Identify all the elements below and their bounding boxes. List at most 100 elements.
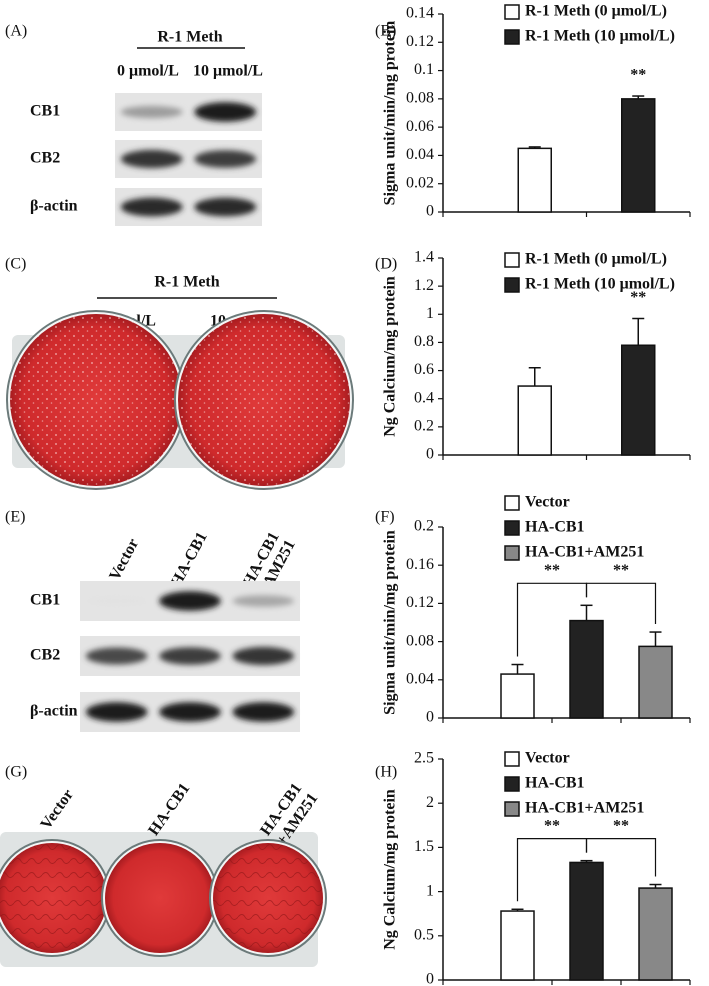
y-tick-label: 0.12	[406, 33, 434, 50]
panel-label: (E)	[5, 509, 25, 526]
y-tick-label: 1.4	[414, 249, 434, 266]
blot-band	[159, 591, 221, 611]
legend-swatch	[504, 252, 520, 268]
y-tick-label: 0.16	[406, 556, 434, 573]
lane-label: 0 μmol/L	[117, 63, 179, 80]
y-tick-label: 0.04	[406, 670, 434, 687]
blot-band	[194, 197, 257, 217]
y-tick-label: 0	[426, 709, 434, 726]
panel-label: (F)	[375, 509, 395, 526]
band-label: CB2	[30, 150, 60, 167]
bar	[517, 385, 552, 456]
y-tick-label: 0.6	[414, 361, 434, 378]
y-tick-label: 2.5	[414, 750, 434, 767]
legend-label: HA-CB1	[525, 775, 585, 792]
legend-label: R-1 Meth (10 μmol/L)	[525, 276, 675, 293]
well-label: Vector	[38, 786, 78, 832]
lane-label: HA-CB1	[168, 529, 211, 590]
y-tick-label: 0.04	[406, 146, 434, 163]
legend-swatch	[504, 776, 520, 792]
y-tick-label: 0.5	[414, 926, 434, 943]
band-label: β-actin	[30, 703, 78, 720]
y-tick-label: 0	[426, 446, 434, 463]
legend-swatch	[504, 801, 520, 817]
lane-label: Vector	[106, 536, 142, 583]
legend-swatch	[504, 277, 520, 293]
y-axis-label: Sigma unit/min/mg protein	[382, 21, 399, 206]
blot-band	[120, 197, 183, 217]
y-axis-label: Ng Calcium/mg protein	[382, 276, 399, 437]
significance-label: **	[630, 67, 646, 84]
y-tick-label: 0.4	[414, 389, 434, 406]
y-tick-label: 0.06	[406, 118, 434, 135]
legend-label: HA-CB1+AM251	[525, 544, 644, 561]
legend-label: R-1 Meth (0 μmol/L)	[525, 251, 667, 268]
panel-label: (B)	[375, 23, 396, 40]
blot-band	[85, 702, 148, 722]
significance-label: **	[544, 817, 560, 834]
band-label: CB1	[30, 103, 60, 120]
bar	[500, 910, 535, 981]
well-texture	[0, 843, 107, 953]
legend-swatch	[504, 751, 520, 767]
legend-swatch	[504, 29, 520, 45]
legend-label: R-1 Meth (0 μmol/L)	[525, 3, 667, 20]
blot-band	[194, 150, 257, 168]
legend-label: Vector	[525, 750, 570, 767]
y-tick-label: 0.08	[406, 90, 434, 107]
legend-swatch	[504, 4, 520, 20]
significance-label: **	[544, 562, 560, 579]
blot-band	[194, 102, 257, 122]
y-tick-label: 0.02	[406, 174, 434, 191]
bar	[500, 673, 535, 719]
well-texture	[178, 314, 350, 486]
blot-band	[232, 702, 295, 722]
blot-band	[232, 646, 295, 666]
significance-bracket	[585, 582, 657, 625]
bar	[638, 887, 673, 981]
y-tick-label: 0.2	[414, 418, 434, 435]
panel-label: (G)	[5, 764, 27, 781]
band-label: CB1	[30, 592, 60, 609]
well	[105, 843, 215, 953]
y-tick-label: 0.1	[414, 61, 434, 78]
significance-label: **	[613, 817, 629, 834]
y-tick-label: 0	[426, 203, 434, 220]
y-axis-label: Ng Calcium/mg protein	[382, 789, 399, 950]
y-tick-label: 0.14	[406, 5, 434, 22]
blot-band	[85, 596, 148, 606]
blot-band	[159, 647, 221, 665]
y-tick-label: 0.8	[414, 333, 434, 350]
lane-label: 10 μmol/L	[193, 63, 263, 80]
group-label: R-1 Meth	[154, 274, 219, 291]
panel-label: (D)	[375, 256, 397, 273]
significance-label: **	[613, 562, 629, 579]
legend-label: HA-CB1+AM251	[525, 800, 644, 817]
well-texture	[10, 314, 182, 486]
y-tick-label: 1	[426, 882, 434, 899]
blot-band	[159, 702, 221, 722]
group-label: R-1 Meth	[157, 29, 222, 46]
blot-band	[120, 149, 183, 169]
blot-band	[85, 647, 148, 665]
bar	[569, 861, 604, 981]
band-label: CB2	[30, 647, 60, 664]
legend-swatch	[504, 545, 520, 561]
legend-swatch	[504, 495, 520, 511]
bar	[569, 619, 604, 719]
well-texture	[213, 843, 323, 953]
y-tick-label: 0.2	[414, 518, 434, 535]
well-label: HA-CB1	[145, 780, 193, 839]
y-tick-label: 0.08	[406, 632, 434, 649]
legend-swatch	[504, 520, 520, 536]
y-axis-label: Sigma unit/min/mg protein	[382, 530, 399, 715]
y-tick-label: 1.5	[414, 838, 434, 855]
panel-label: (H)	[375, 764, 397, 781]
y-tick-label: 0	[426, 971, 434, 986]
blot-band	[120, 105, 183, 119]
legend-label: HA-CB1	[525, 519, 585, 536]
bar	[638, 645, 673, 719]
bar	[621, 98, 656, 213]
y-tick-label: 1.2	[414, 277, 434, 294]
